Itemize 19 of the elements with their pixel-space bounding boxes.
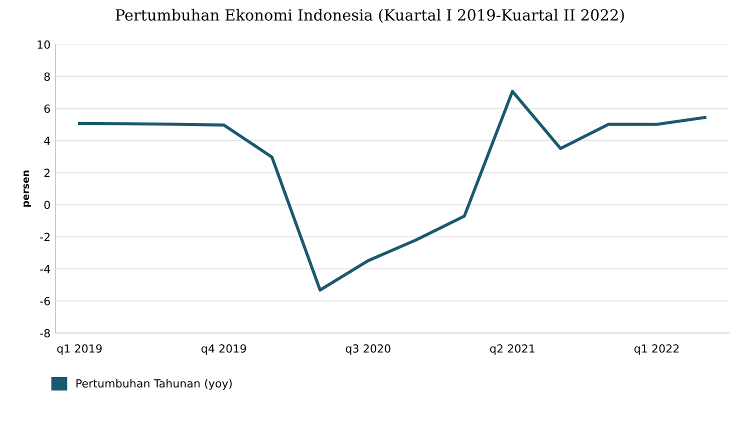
x-tick-label: q4 2019 (201, 344, 246, 355)
x-tick-label: q3 2020 (346, 344, 390, 355)
chart-title: Pertumbuhan Ekonomi Indonesia (Kuartal I 2019-Kuartal II 2022) (116, 8, 624, 23)
y-tick-label: -4 (40, 264, 50, 274)
y-tick-label: -8 (40, 328, 50, 338)
y-tick-label: 2 (44, 168, 50, 177)
y-tick-label: -6 (40, 296, 50, 306)
x-tick-label: q2 2021 (490, 344, 534, 355)
y-tick-label: 6 (44, 104, 50, 113)
y-axis-title: persen (23, 170, 31, 207)
y-tick-label: -2 (40, 232, 50, 242)
y-tick-label: 8 (44, 72, 50, 81)
y-tick-label: 0 (44, 200, 50, 210)
x-tick-label: q1 2019 (57, 344, 102, 355)
y-tick-label: 4 (44, 136, 50, 145)
legend-label: Pertumbuhan Tahunan (yoy) (76, 378, 232, 390)
line-series (78, 90, 706, 292)
x-tick-label: q1 2022 (634, 344, 679, 355)
y-tick-label: 10 (38, 40, 50, 49)
